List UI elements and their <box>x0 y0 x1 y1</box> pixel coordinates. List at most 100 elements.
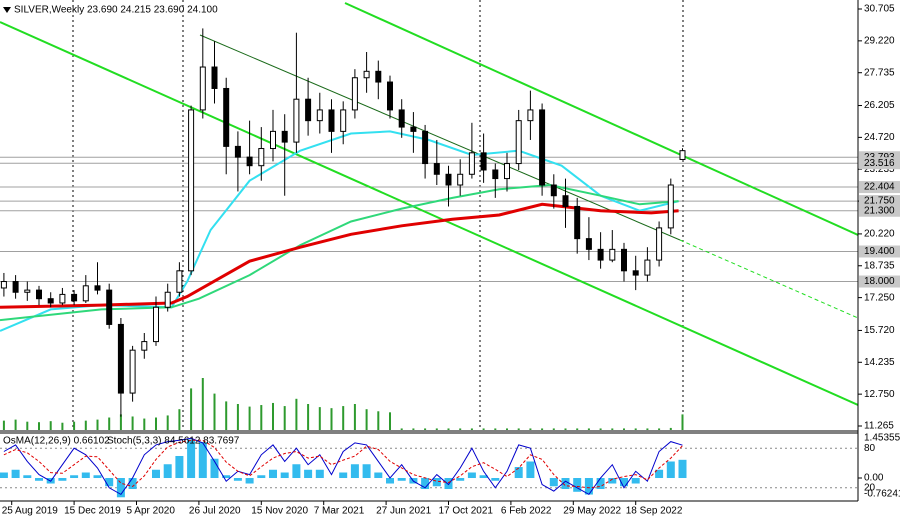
candle-body <box>223 87 230 147</box>
volume-bar <box>669 427 672 430</box>
volume-bar <box>236 404 239 430</box>
x-tick-label: 18 Sep 2022 <box>626 506 683 517</box>
osma-bar <box>432 478 441 487</box>
volume-bar <box>576 428 579 430</box>
level-label: 18.000 <box>864 276 895 287</box>
y-tick-label: 30.705 <box>864 4 895 15</box>
candle-body <box>351 77 358 111</box>
candle-body <box>106 289 113 325</box>
candle-body <box>246 156 253 167</box>
channel-line <box>0 21 858 406</box>
candle-body <box>457 173 464 186</box>
candle-body <box>234 145 241 158</box>
osma-bar <box>467 472 476 479</box>
candle-body <box>153 306 159 343</box>
volume-bar <box>260 405 263 430</box>
level-label-box <box>859 275 900 288</box>
candle-body <box>632 270 639 276</box>
candle-body <box>305 98 312 122</box>
volume-bar <box>435 428 438 430</box>
osma-bar <box>11 469 20 479</box>
osma-bar <box>491 478 500 481</box>
x-tick-label: 27 Jun 2021 <box>376 506 431 517</box>
volume-bar <box>353 404 356 430</box>
osma-bar <box>514 467 523 479</box>
osma-bar <box>175 455 184 479</box>
x-tick-label: 17 Oct 2021 <box>439 506 494 517</box>
symbol-icon <box>3 7 11 13</box>
volume-bar <box>201 378 204 430</box>
volume-bar <box>658 428 661 430</box>
candle-body <box>410 126 417 132</box>
osma-bar <box>549 478 558 487</box>
y-tick-label: 12.750 <box>864 389 895 400</box>
y-tick-label: 0.00 <box>864 473 884 484</box>
candle-body <box>480 152 487 171</box>
osma-bar <box>456 478 465 481</box>
osma-bar <box>210 458 219 479</box>
volume-bar <box>599 428 602 430</box>
level-label: 21.750 <box>864 196 895 207</box>
stoch-label: Stoch(5,3,3) 84.5612 83.7697 <box>107 436 240 447</box>
osma-bar <box>128 478 137 490</box>
y-tick-label: 23.235 <box>864 164 895 175</box>
candle-body <box>562 195 569 207</box>
candle-body <box>141 341 148 351</box>
volume-bar <box>295 398 298 430</box>
candle-body <box>164 291 171 308</box>
osma-bar <box>608 478 617 484</box>
x-tick-label: 6 Feb 2022 <box>501 506 552 517</box>
chart-header: SILVER,Weekly 23.690 24.215 23.690 24.10… <box>14 5 218 16</box>
candle-body <box>328 109 335 132</box>
osma-bar <box>93 475 102 479</box>
osma-bar <box>315 469 324 479</box>
osma-bar <box>233 478 242 481</box>
stoch-main-line <box>3 437 683 496</box>
candle-body <box>129 349 136 394</box>
volume-bar <box>318 407 321 430</box>
candle-body <box>24 289 31 293</box>
volume-bar <box>470 428 473 430</box>
candle-body <box>363 70 370 79</box>
candle-body <box>270 130 276 150</box>
y-tick-label: 18.735 <box>864 260 895 271</box>
osma-bar <box>444 478 453 490</box>
candle-body <box>71 293 78 302</box>
volume-bar <box>424 428 427 430</box>
level-label-box <box>859 157 900 170</box>
volume-bar <box>272 402 274 430</box>
osma-bar <box>187 439 196 479</box>
candle-body <box>539 109 546 186</box>
volume-bar <box>494 428 497 430</box>
candle-body <box>492 169 499 180</box>
volume-bar <box>14 419 17 430</box>
y-tick-label: -0.76241 <box>864 489 900 500</box>
candle-body <box>667 184 674 229</box>
osma-bar <box>596 478 605 490</box>
osma-bar <box>245 478 254 484</box>
volume-bar <box>541 428 544 430</box>
volume-bar <box>26 421 29 430</box>
candle-body <box>199 66 206 111</box>
candle-body <box>468 152 475 175</box>
osma-bar <box>105 478 114 487</box>
candle-body <box>94 285 101 291</box>
x-tick-label: 25 Aug 2019 <box>2 506 59 517</box>
level-label-box <box>859 195 900 208</box>
candle-body <box>375 70 382 83</box>
volume-bar <box>213 393 216 430</box>
y-tick-label: 29.220 <box>864 35 895 46</box>
osma-bar <box>421 478 430 490</box>
volume-bar <box>681 414 684 430</box>
candle-body <box>445 173 452 186</box>
oscillator-panel <box>0 437 858 498</box>
y-tick-label: 11.265 <box>864 421 894 432</box>
y-tick-label: 20.220 <box>864 229 895 240</box>
volume-bar <box>587 428 590 430</box>
volume-bar <box>342 406 345 430</box>
volume-bar <box>412 428 415 430</box>
volume-bar <box>166 415 169 430</box>
osma-bar <box>620 478 628 487</box>
osma-bar <box>584 478 593 495</box>
